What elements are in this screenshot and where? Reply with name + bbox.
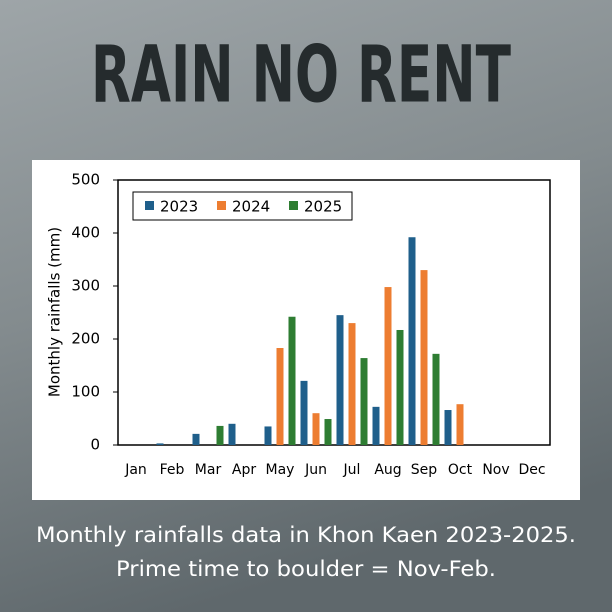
x-tick-label: Jan xyxy=(124,462,147,478)
y-tick-label: 0 xyxy=(90,436,100,454)
caption-line: Monthly rainfalls data in Khon Kaen 2023… xyxy=(36,523,576,547)
x-tick-label: Feb xyxy=(160,462,185,478)
x-tick-label: Jun xyxy=(304,462,327,478)
bar xyxy=(384,287,392,445)
bar xyxy=(396,329,404,445)
x-tick-label: Aug xyxy=(374,462,401,478)
bar xyxy=(288,316,296,445)
bar xyxy=(264,426,272,445)
bar xyxy=(192,433,200,445)
caption-line: Prime time to boulder = Nov-Feb. xyxy=(116,557,496,581)
legend-swatch xyxy=(289,201,298,210)
bar xyxy=(276,348,284,445)
legend-swatch xyxy=(145,201,154,210)
bar xyxy=(300,380,308,445)
x-tick-label: Nov xyxy=(482,462,509,478)
x-tick-label: Sep xyxy=(411,462,438,478)
legend-swatch xyxy=(217,201,226,210)
y-tick-label: 100 xyxy=(71,383,100,401)
legend-label: 2023 xyxy=(160,198,198,216)
x-tick-label: Dec xyxy=(518,462,545,478)
x-tick-label: Oct xyxy=(448,462,473,478)
y-tick-label: 400 xyxy=(71,224,100,242)
bar xyxy=(456,404,464,445)
x-tick-label: Mar xyxy=(195,462,222,478)
bar xyxy=(228,423,236,445)
poster-title: RAIN NO RENT xyxy=(91,30,511,120)
bar xyxy=(336,315,344,445)
x-tick-label: May xyxy=(266,462,295,478)
bar xyxy=(444,410,452,445)
bar xyxy=(408,237,416,445)
x-tick-label: Jul xyxy=(343,462,361,478)
legend-label: 2025 xyxy=(304,198,342,216)
bar xyxy=(324,419,332,445)
y-tick-label: 500 xyxy=(71,171,100,189)
x-tick-label: Apr xyxy=(232,462,256,478)
legend-label: 2024 xyxy=(232,198,270,216)
bar xyxy=(216,425,224,445)
legend-box xyxy=(132,191,353,221)
bar xyxy=(312,413,320,445)
bar xyxy=(432,353,440,445)
y-axis-label: Monthly rainfalls (mm) xyxy=(46,227,64,397)
bar xyxy=(372,406,380,445)
y-tick-label: 200 xyxy=(71,330,100,348)
plot-frame xyxy=(117,179,551,446)
bar xyxy=(360,358,368,445)
bar xyxy=(348,323,356,445)
bar xyxy=(156,443,164,445)
bar xyxy=(420,270,428,445)
y-tick-label: 300 xyxy=(71,277,100,295)
